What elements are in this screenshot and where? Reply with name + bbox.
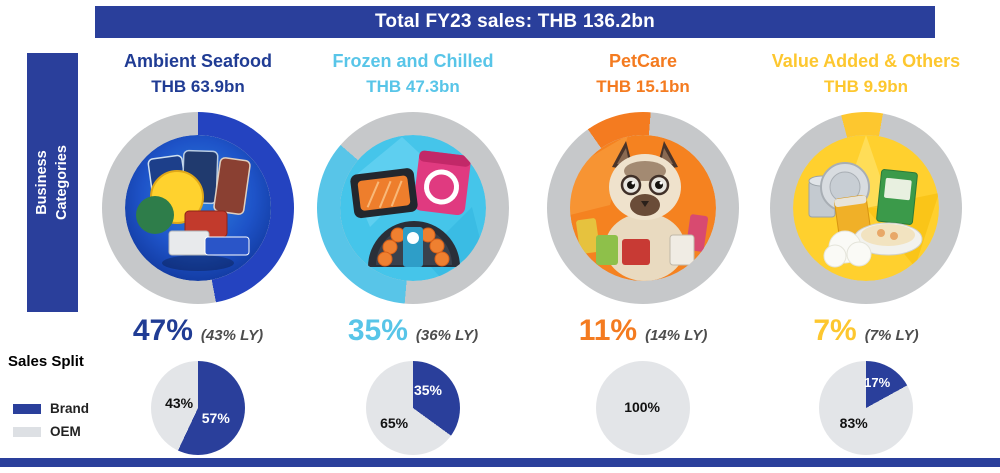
sales-split-title: Sales Split	[8, 353, 84, 370]
category-title: Value Added & Others THB 9.9bn	[772, 48, 960, 104]
category-share: 7% (7% LY)	[813, 314, 918, 350]
total-sales-title: Total FY23 sales: THB 136.2bn	[375, 11, 655, 32]
product-collage-ambient-seafood	[125, 135, 271, 281]
brand-label: Brand	[50, 401, 90, 416]
business-categories-label: Business Categories	[33, 145, 70, 220]
pie-label-brand: 17%	[864, 375, 891, 391]
donut-petcare	[547, 112, 739, 304]
ambient-seafood-products-illustration	[125, 135, 271, 281]
bottom-accent-bar	[0, 458, 1000, 467]
legend-row-brand: Brand	[13, 397, 89, 420]
category-name: Value Added & Others	[771, 51, 961, 71]
pie-label-oem: 100%	[624, 398, 660, 415]
oem-label: OEM	[50, 424, 81, 439]
category-column-ambient-seafood: Ambient Seafood THB 63.9bn	[86, 48, 310, 455]
category-sales: THB 9.9bn	[823, 77, 909, 96]
brand-swatch	[13, 403, 41, 414]
sales-split-legend: Brand OEM	[13, 397, 89, 443]
category-sales: THB 15.1bn	[596, 77, 690, 96]
business-categories-sidebar: Business Categories	[27, 53, 78, 312]
donut-value-added-others	[770, 112, 962, 304]
frozen-chilled-products-illustration	[340, 135, 486, 281]
legend-row-oem: OEM	[13, 420, 89, 443]
sales-split-pie-ambient-seafood: 43% 57%	[151, 361, 245, 455]
category-share-value: 11%	[578, 314, 638, 347]
category-share-last-year: (36% LY)	[415, 327, 479, 344]
category-column-value-added-others: Value Added & Others THB 9.9bn	[754, 48, 978, 455]
category-title: Frozen and Chilled THB 47.3bn	[332, 48, 493, 104]
category-share-value: 47%	[132, 314, 193, 347]
oem-swatch	[13, 426, 41, 437]
category-name: PetCare	[608, 51, 678, 71]
donut-frozen-and-chilled	[317, 112, 509, 304]
product-collage-petcare	[570, 135, 716, 281]
pie-label-oem: 83%	[839, 414, 868, 431]
donut-ambient-seafood	[102, 112, 294, 304]
category-name: Frozen and Chilled	[332, 51, 494, 71]
sales-split-pie-value-added-others: 17% 83%	[819, 361, 913, 455]
sales-split-pie-petcare: 100%	[596, 361, 690, 455]
category-title: Ambient Seafood THB 63.9bn	[124, 48, 272, 104]
category-name: Ambient Seafood	[123, 51, 272, 71]
category-column-petcare: PetCare THB 15.1bn	[531, 48, 755, 455]
sales-split-pie-frozen-and-chilled: 35% 65%	[366, 361, 460, 455]
pie-label-brand: 57%	[201, 409, 230, 426]
category-column-frozen-and-chilled: Frozen and Chilled THB 47.3bn	[301, 48, 525, 455]
pie-label-oem: 43%	[165, 394, 194, 411]
category-share-value: 35%	[347, 314, 408, 347]
value-added-products-illustration	[793, 135, 939, 281]
petcare-cat-illustration	[570, 135, 716, 281]
category-share-last-year: (7% LY)	[864, 327, 919, 344]
category-title: PetCare THB 15.1bn	[596, 48, 690, 104]
product-collage-frozen-and-chilled	[340, 135, 486, 281]
category-share: 35% (36% LY)	[348, 314, 478, 350]
category-share-last-year: (14% LY)	[645, 327, 708, 344]
category-share: 47% (43% LY)	[133, 314, 263, 350]
category-share-last-year: (43% LY)	[200, 327, 264, 344]
pie-label-brand: 35%	[413, 381, 442, 398]
category-sales: THB 63.9bn	[151, 77, 245, 96]
category-share-value: 7%	[813, 314, 857, 347]
pie-label-oem: 65%	[380, 414, 409, 431]
category-share: 11% (14% LY)	[579, 314, 708, 350]
category-sales: THB 47.3bn	[366, 77, 460, 96]
sales-split-block: Sales Split Brand OEM	[8, 353, 89, 439]
total-sales-banner: Total FY23 sales: THB 136.2bn	[95, 6, 935, 38]
product-collage-value-added	[793, 135, 939, 281]
